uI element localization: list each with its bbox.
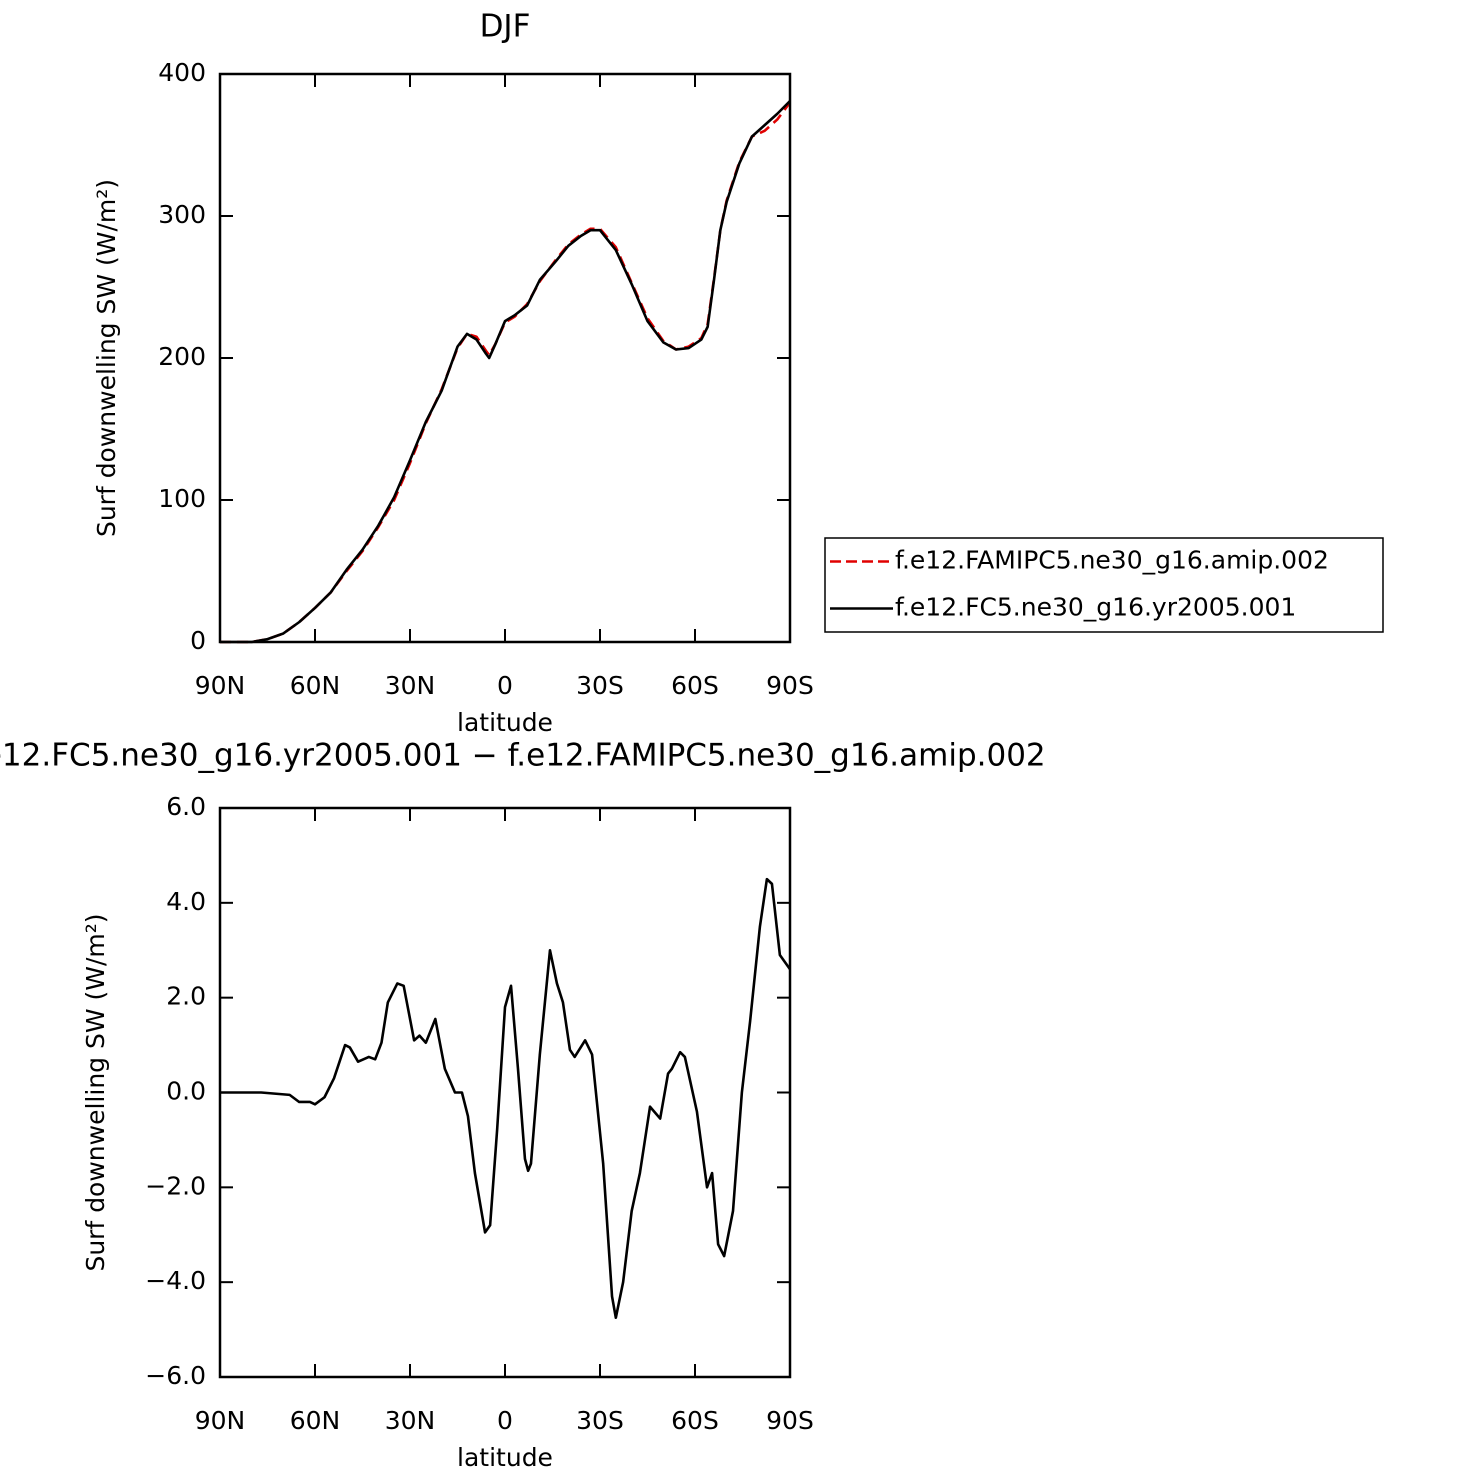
x-tick-label: 30N bbox=[385, 671, 436, 700]
x-axis-label: latitude bbox=[457, 708, 553, 737]
y-tick-label: 4.0 bbox=[166, 887, 206, 916]
chart-title: f.e12.FC5.ne30_g16.yr2005.001 − f.e12.FA… bbox=[0, 738, 1046, 774]
y-tick-label: 2.0 bbox=[166, 982, 206, 1011]
x-tick-label: 30S bbox=[576, 671, 624, 700]
y-axis-label: Surf downwelling SW (W/m²) bbox=[81, 913, 110, 1271]
y-tick-label: 100 bbox=[158, 484, 206, 513]
x-tick-label: 60N bbox=[290, 671, 341, 700]
legend-label: f.e12.FAMIPC5.ne30_g16.amip.002 bbox=[895, 546, 1329, 575]
x-tick-label: 60S bbox=[671, 671, 719, 700]
legend-box bbox=[824, 537, 1384, 633]
x-tick-label: 60N bbox=[290, 1406, 341, 1435]
y-tick-label: 300 bbox=[158, 200, 206, 229]
y-tick-label: −6.0 bbox=[145, 1361, 206, 1390]
data-line bbox=[220, 877, 792, 1320]
y-axis-label: Surf downwelling SW (W/m²) bbox=[92, 179, 121, 537]
x-tick-label: 60S bbox=[671, 1406, 719, 1435]
chart-title: DJF bbox=[480, 9, 531, 45]
x-tick-label: 30N bbox=[385, 1406, 436, 1435]
y-tick-label: 0.0 bbox=[166, 1077, 206, 1106]
legend-label: f.e12.FC5.ne30_g16.yr2005.001 bbox=[895, 593, 1296, 622]
plot-frame bbox=[218, 806, 792, 1379]
x-axis-label: latitude bbox=[457, 1443, 553, 1472]
data-line bbox=[220, 101, 792, 644]
x-tick-label: 30S bbox=[576, 1406, 624, 1435]
y-tick-label: 200 bbox=[158, 342, 206, 371]
x-tick-label: 0 bbox=[497, 1406, 513, 1435]
y-tick-label: −4.0 bbox=[145, 1266, 206, 1295]
y-tick-label: 6.0 bbox=[166, 792, 206, 821]
x-tick-label: 90S bbox=[766, 1406, 814, 1435]
data-line bbox=[220, 100, 791, 644]
x-tick-label: 90N bbox=[195, 1406, 246, 1435]
y-tick-label: −2.0 bbox=[145, 1171, 206, 1200]
plot-frame bbox=[218, 72, 792, 644]
x-tick-label: 0 bbox=[497, 671, 513, 700]
x-tick-label: 90S bbox=[766, 671, 814, 700]
y-tick-label: 0 bbox=[190, 626, 206, 655]
x-tick-label: 90N bbox=[195, 671, 246, 700]
y-tick-label: 400 bbox=[158, 58, 206, 87]
